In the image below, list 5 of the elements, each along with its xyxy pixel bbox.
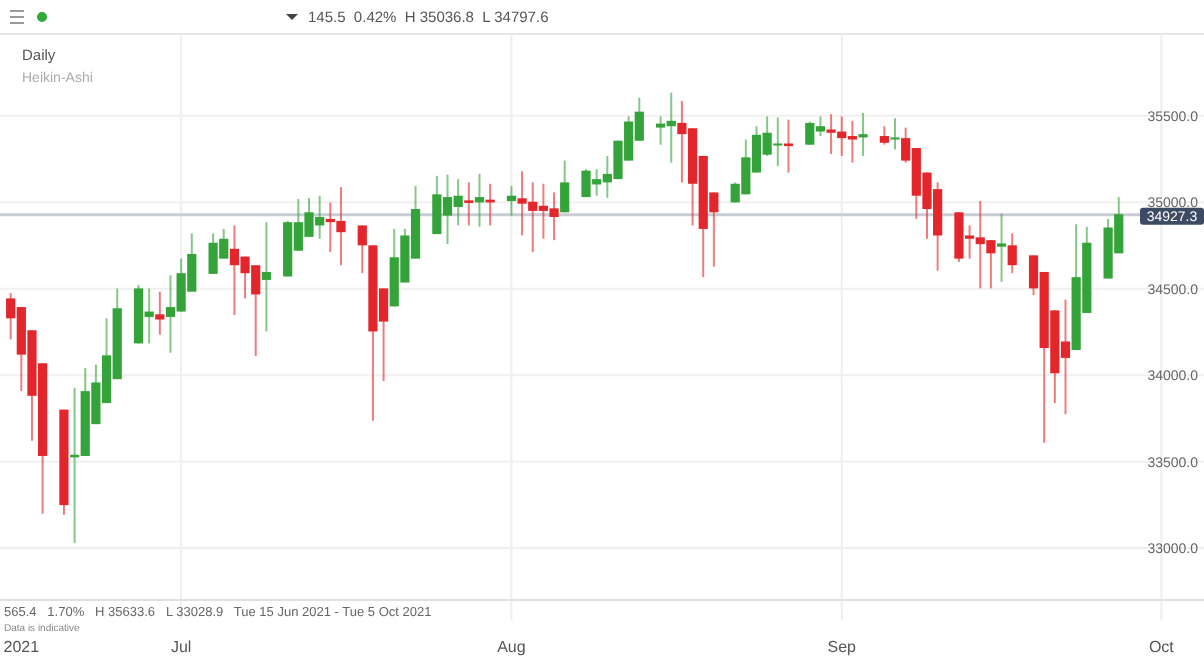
x-tick-label: Sep	[827, 638, 858, 656]
x-tick-label: Jul	[170, 638, 192, 656]
x-tick-label: Aug	[497, 638, 526, 656]
x-tick-label: Oct	[1148, 638, 1176, 656]
x-tick-label: 2021	[3, 638, 41, 656]
